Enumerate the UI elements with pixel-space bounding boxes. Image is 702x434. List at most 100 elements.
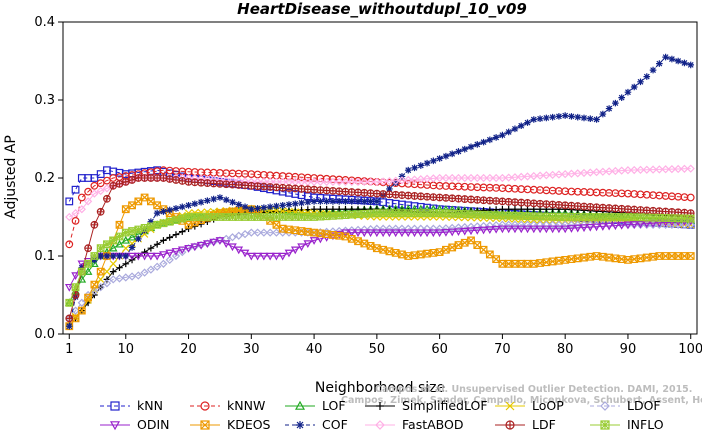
marker-triangle-down [397, 229, 407, 238]
marker-triangle-down [629, 221, 639, 229]
marker-diamond [272, 228, 281, 237]
marker-triangle-down [246, 252, 256, 261]
marker-square-cross [360, 209, 369, 218]
marker-diamond [316, 177, 325, 187]
marker-triangle-down [523, 225, 532, 234]
marker-square-cross [134, 225, 143, 234]
marker-diamond [309, 177, 319, 187]
marker-square-cross [636, 213, 645, 222]
marker-diamond [479, 173, 488, 183]
marker-triangle-down [146, 252, 156, 261]
marker-x [103, 267, 111, 276]
marker-square-x [567, 255, 576, 264]
marker-circle-plus [505, 420, 515, 430]
marker-diamond [510, 173, 520, 182]
marker-diamond [491, 221, 501, 230]
marker-x [71, 312, 80, 321]
marker-diamond [121, 273, 130, 282]
marker-diamond [674, 164, 683, 174]
marker-circle-plus [429, 193, 438, 201]
y-tick-label: 0.1 [34, 249, 55, 264]
marker-diamond [378, 224, 388, 233]
marker-triangle-down [366, 229, 375, 238]
marker-circle-plus [316, 186, 325, 194]
marker-circle-plus [542, 200, 551, 209]
marker-circle-plus [203, 179, 212, 187]
legend-label: LDF [532, 417, 556, 432]
marker-triangle-down [171, 248, 181, 256]
marker-circle [96, 179, 105, 188]
marker-square-cross [592, 213, 601, 221]
marker-triangle-down [441, 228, 451, 237]
marker-square-cross [617, 213, 626, 221]
marker-square-cross [680, 214, 689, 223]
marker-diamond [422, 224, 432, 233]
marker-diamond [617, 166, 626, 175]
watermark-line-1: Campos et al. Unsupervised Outlier Detec… [375, 384, 692, 395]
marker-circle-plus [391, 190, 400, 199]
marker-star [166, 206, 174, 214]
marker-diamond [140, 268, 149, 277]
marker-star [317, 198, 324, 205]
marker-square-x [442, 245, 450, 254]
marker-triangle-down [196, 241, 206, 250]
marker-triangle-down [491, 225, 501, 234]
marker-diamond [353, 177, 363, 187]
marker-star [298, 199, 305, 207]
marker-diamond [375, 420, 385, 430]
marker-star [178, 203, 186, 211]
marker-plus [310, 205, 318, 213]
marker-square-cross [247, 213, 256, 221]
marker-square-cross [172, 216, 180, 225]
x-tick-label: 60 [431, 342, 448, 357]
marker-square-cross [121, 228, 130, 237]
marker-plus [376, 402, 384, 410]
x-tick-label: 20 [180, 342, 197, 357]
marker-star [505, 128, 512, 136]
marker-triangle-down [165, 249, 175, 258]
marker-plus [511, 205, 519, 213]
marker-circle [686, 193, 695, 202]
x-axis-label: Neighborhood size [315, 380, 445, 396]
marker-diamond [366, 177, 375, 187]
marker-circle-plus [416, 192, 425, 201]
marker-plus [323, 205, 330, 213]
axis-ticks: 1 10 20 30 40 50 60 70 80 90 100 0.0 0.1 0.2 0.3 0.4 [34, 15, 702, 357]
marker-square-cross [542, 212, 551, 221]
marker-square-cross [109, 236, 118, 245]
marker-diamond [385, 176, 394, 186]
marker-diamond [548, 170, 557, 180]
marker-triangle-down [159, 251, 168, 259]
marker-square-x [573, 254, 582, 263]
marker-square-cross [460, 210, 469, 218]
marker-star [229, 198, 236, 206]
marker-circle-plus [435, 193, 444, 202]
x-tick-label: 100 [678, 342, 702, 357]
marker-triangle-down [215, 237, 225, 245]
marker-diamond [686, 164, 695, 173]
marker-circle-plus [153, 174, 162, 182]
marker-plus [141, 248, 148, 256]
marker-circle-plus [379, 190, 388, 198]
marker-diamond [102, 184, 112, 193]
marker-star [467, 143, 475, 151]
marker-diamond [96, 283, 105, 292]
marker-circle-plus [366, 189, 375, 198]
marker-diamond [397, 176, 407, 185]
marker-square-x [134, 197, 143, 206]
marker-square-cross [504, 211, 513, 220]
marker-square-cross [184, 213, 193, 221]
marker-circle-plus [372, 189, 381, 198]
marker-circle-plus [473, 196, 482, 204]
marker-star [291, 200, 299, 208]
marker-square-cross [498, 211, 507, 220]
marker-circle-plus [121, 178, 130, 186]
marker-triangle-down [548, 225, 557, 234]
marker-triangle-down [297, 243, 306, 252]
marker-square-cross [241, 213, 249, 221]
marker-star [656, 60, 663, 67]
marker-square-cross [366, 209, 375, 218]
marker-diamond [600, 401, 610, 411]
marker-circle-plus [190, 178, 199, 187]
marker-circle-plus [555, 201, 563, 209]
